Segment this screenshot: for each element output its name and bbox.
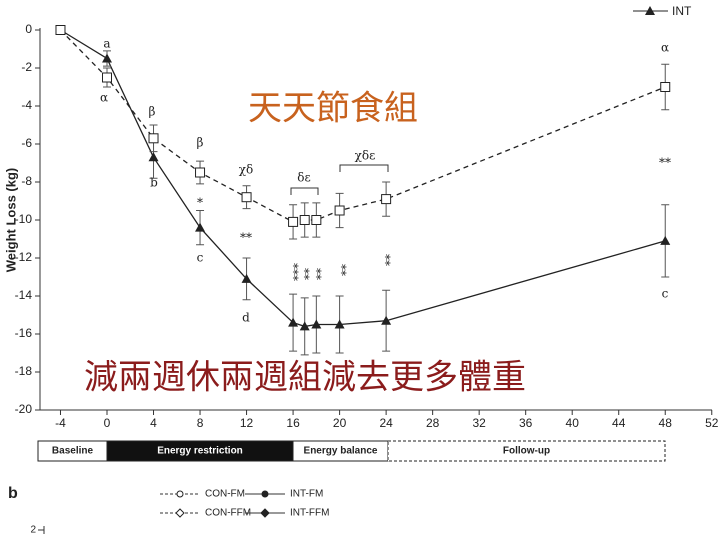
- y-tick-label: -20: [15, 402, 33, 416]
- marker: [311, 319, 322, 329]
- x-tick-label: 12: [240, 416, 254, 430]
- annotation: **: [659, 156, 671, 170]
- y-tick-label: -2: [21, 60, 32, 74]
- x-tick-label: 4: [150, 416, 157, 430]
- annotation: **: [310, 268, 324, 280]
- phase-label: Energy balance: [304, 446, 378, 457]
- annotation: **: [298, 268, 312, 280]
- x-tick-label: 28: [426, 416, 440, 430]
- marker: [660, 235, 671, 245]
- annotation: α: [661, 41, 669, 55]
- y-axis-label: Weight Loss (kg): [3, 168, 18, 272]
- annotation: **: [240, 231, 252, 245]
- x-tick-label: 32: [472, 416, 486, 430]
- annotation: ***: [287, 263, 301, 281]
- marker: [311, 215, 322, 225]
- marker: [299, 215, 310, 225]
- marker: [334, 205, 345, 216]
- phase-label: Energy restriction: [157, 446, 243, 457]
- y-tick-label: -12: [15, 250, 33, 264]
- marker: [241, 192, 252, 203]
- annotation: **: [379, 254, 393, 266]
- legend-marker: [175, 508, 185, 518]
- y-tick-label: -14: [15, 288, 33, 302]
- y-tick-label: -10: [15, 212, 33, 226]
- annotation: c: [662, 287, 669, 301]
- marker: [334, 319, 345, 329]
- marker: [288, 317, 299, 327]
- x-tick-label: 20: [333, 416, 347, 430]
- bracket: [339, 164, 389, 172]
- annotation: β: [149, 105, 156, 119]
- x-tick-label: 48: [659, 416, 673, 430]
- phase-label: Baseline: [52, 446, 94, 457]
- legend-label: CON-FFM: [205, 508, 251, 519]
- phase-label: Follow-up: [503, 446, 550, 457]
- y-tick-label: -18: [15, 364, 33, 378]
- marker: [55, 25, 66, 35]
- legend-marker: [176, 490, 184, 498]
- legend-marker: [645, 6, 655, 15]
- x-tick-label: -4: [55, 416, 66, 430]
- annotation: b: [150, 176, 158, 190]
- annotation: a: [103, 37, 110, 51]
- legend-label: INT-FM: [290, 489, 323, 500]
- x-tick-label: 16: [286, 416, 300, 430]
- annotation: **: [335, 264, 349, 276]
- x-tick-label: 52: [705, 416, 719, 430]
- x-tick-label: 24: [379, 416, 393, 430]
- marker: [381, 315, 392, 325]
- overlay-text: 天天節食組: [248, 89, 418, 129]
- legend-label: INT: [672, 4, 692, 18]
- y-tick-label: -4: [21, 98, 32, 112]
- y-tick-label: -6: [21, 136, 32, 150]
- phase-box: [387, 440, 666, 462]
- marker: [102, 53, 112, 63]
- marker: [299, 321, 310, 331]
- marker: [241, 273, 252, 283]
- annotation: χδε: [355, 149, 376, 163]
- overlay-text: 減兩週休兩週組減去更多體重: [84, 358, 526, 398]
- legend-label: INT-FFM: [290, 508, 329, 519]
- legend-marker: [260, 508, 270, 518]
- y-tick-label: 0: [25, 22, 32, 36]
- legend-marker: [261, 490, 269, 498]
- x-tick-label: 8: [197, 416, 204, 430]
- marker: [148, 133, 159, 144]
- marker: [148, 152, 159, 162]
- marker: [660, 82, 671, 92]
- x-tick-label: 40: [566, 416, 580, 430]
- marker: [195, 167, 206, 178]
- x-tick-label: 44: [612, 416, 626, 430]
- bracket: [290, 187, 319, 195]
- marker: [381, 194, 392, 205]
- annotation: δε: [297, 171, 310, 185]
- annotation: c: [197, 251, 204, 265]
- y-tick-label: 2: [30, 525, 36, 534]
- annotation: d: [242, 311, 250, 325]
- legend-label: CON-FM: [205, 489, 245, 500]
- y-tick-label: -8: [21, 174, 32, 188]
- marker: [288, 216, 299, 227]
- annotation: β: [197, 136, 204, 150]
- annotation: α: [100, 91, 108, 105]
- y-tick-label: -16: [15, 326, 33, 340]
- annotation: *: [197, 196, 203, 210]
- marker: [102, 72, 112, 83]
- annotation: χδ: [239, 163, 254, 177]
- panel-label: b: [8, 485, 18, 502]
- x-tick-label: 36: [519, 416, 533, 430]
- x-tick-label: 0: [104, 416, 111, 430]
- marker: [195, 222, 206, 232]
